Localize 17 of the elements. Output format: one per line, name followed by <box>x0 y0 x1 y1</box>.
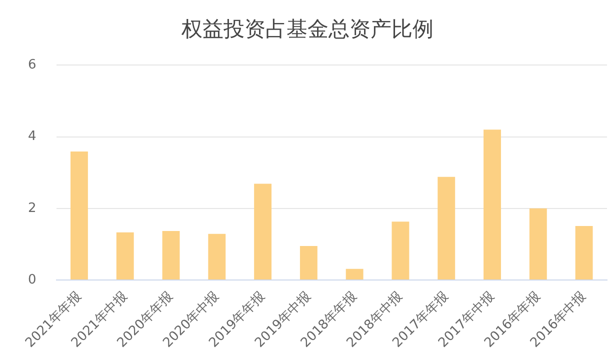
bar <box>300 246 318 280</box>
bar <box>346 268 364 280</box>
y-tick-label: 2 <box>28 200 36 216</box>
bar <box>116 232 134 280</box>
y-tick-label: 0 <box>28 272 36 288</box>
bar <box>484 130 501 280</box>
bar <box>529 208 547 280</box>
bar <box>392 222 410 280</box>
bar <box>162 230 180 280</box>
y-tick-label: 6 <box>28 58 36 73</box>
bar <box>254 184 272 280</box>
chart-title: 权益投资占基金总资产比例 <box>180 17 434 42</box>
bar <box>575 226 593 280</box>
bar <box>438 176 456 280</box>
y-tick-label: 4 <box>28 129 36 144</box>
bar <box>70 151 88 280</box>
bar <box>208 234 226 280</box>
